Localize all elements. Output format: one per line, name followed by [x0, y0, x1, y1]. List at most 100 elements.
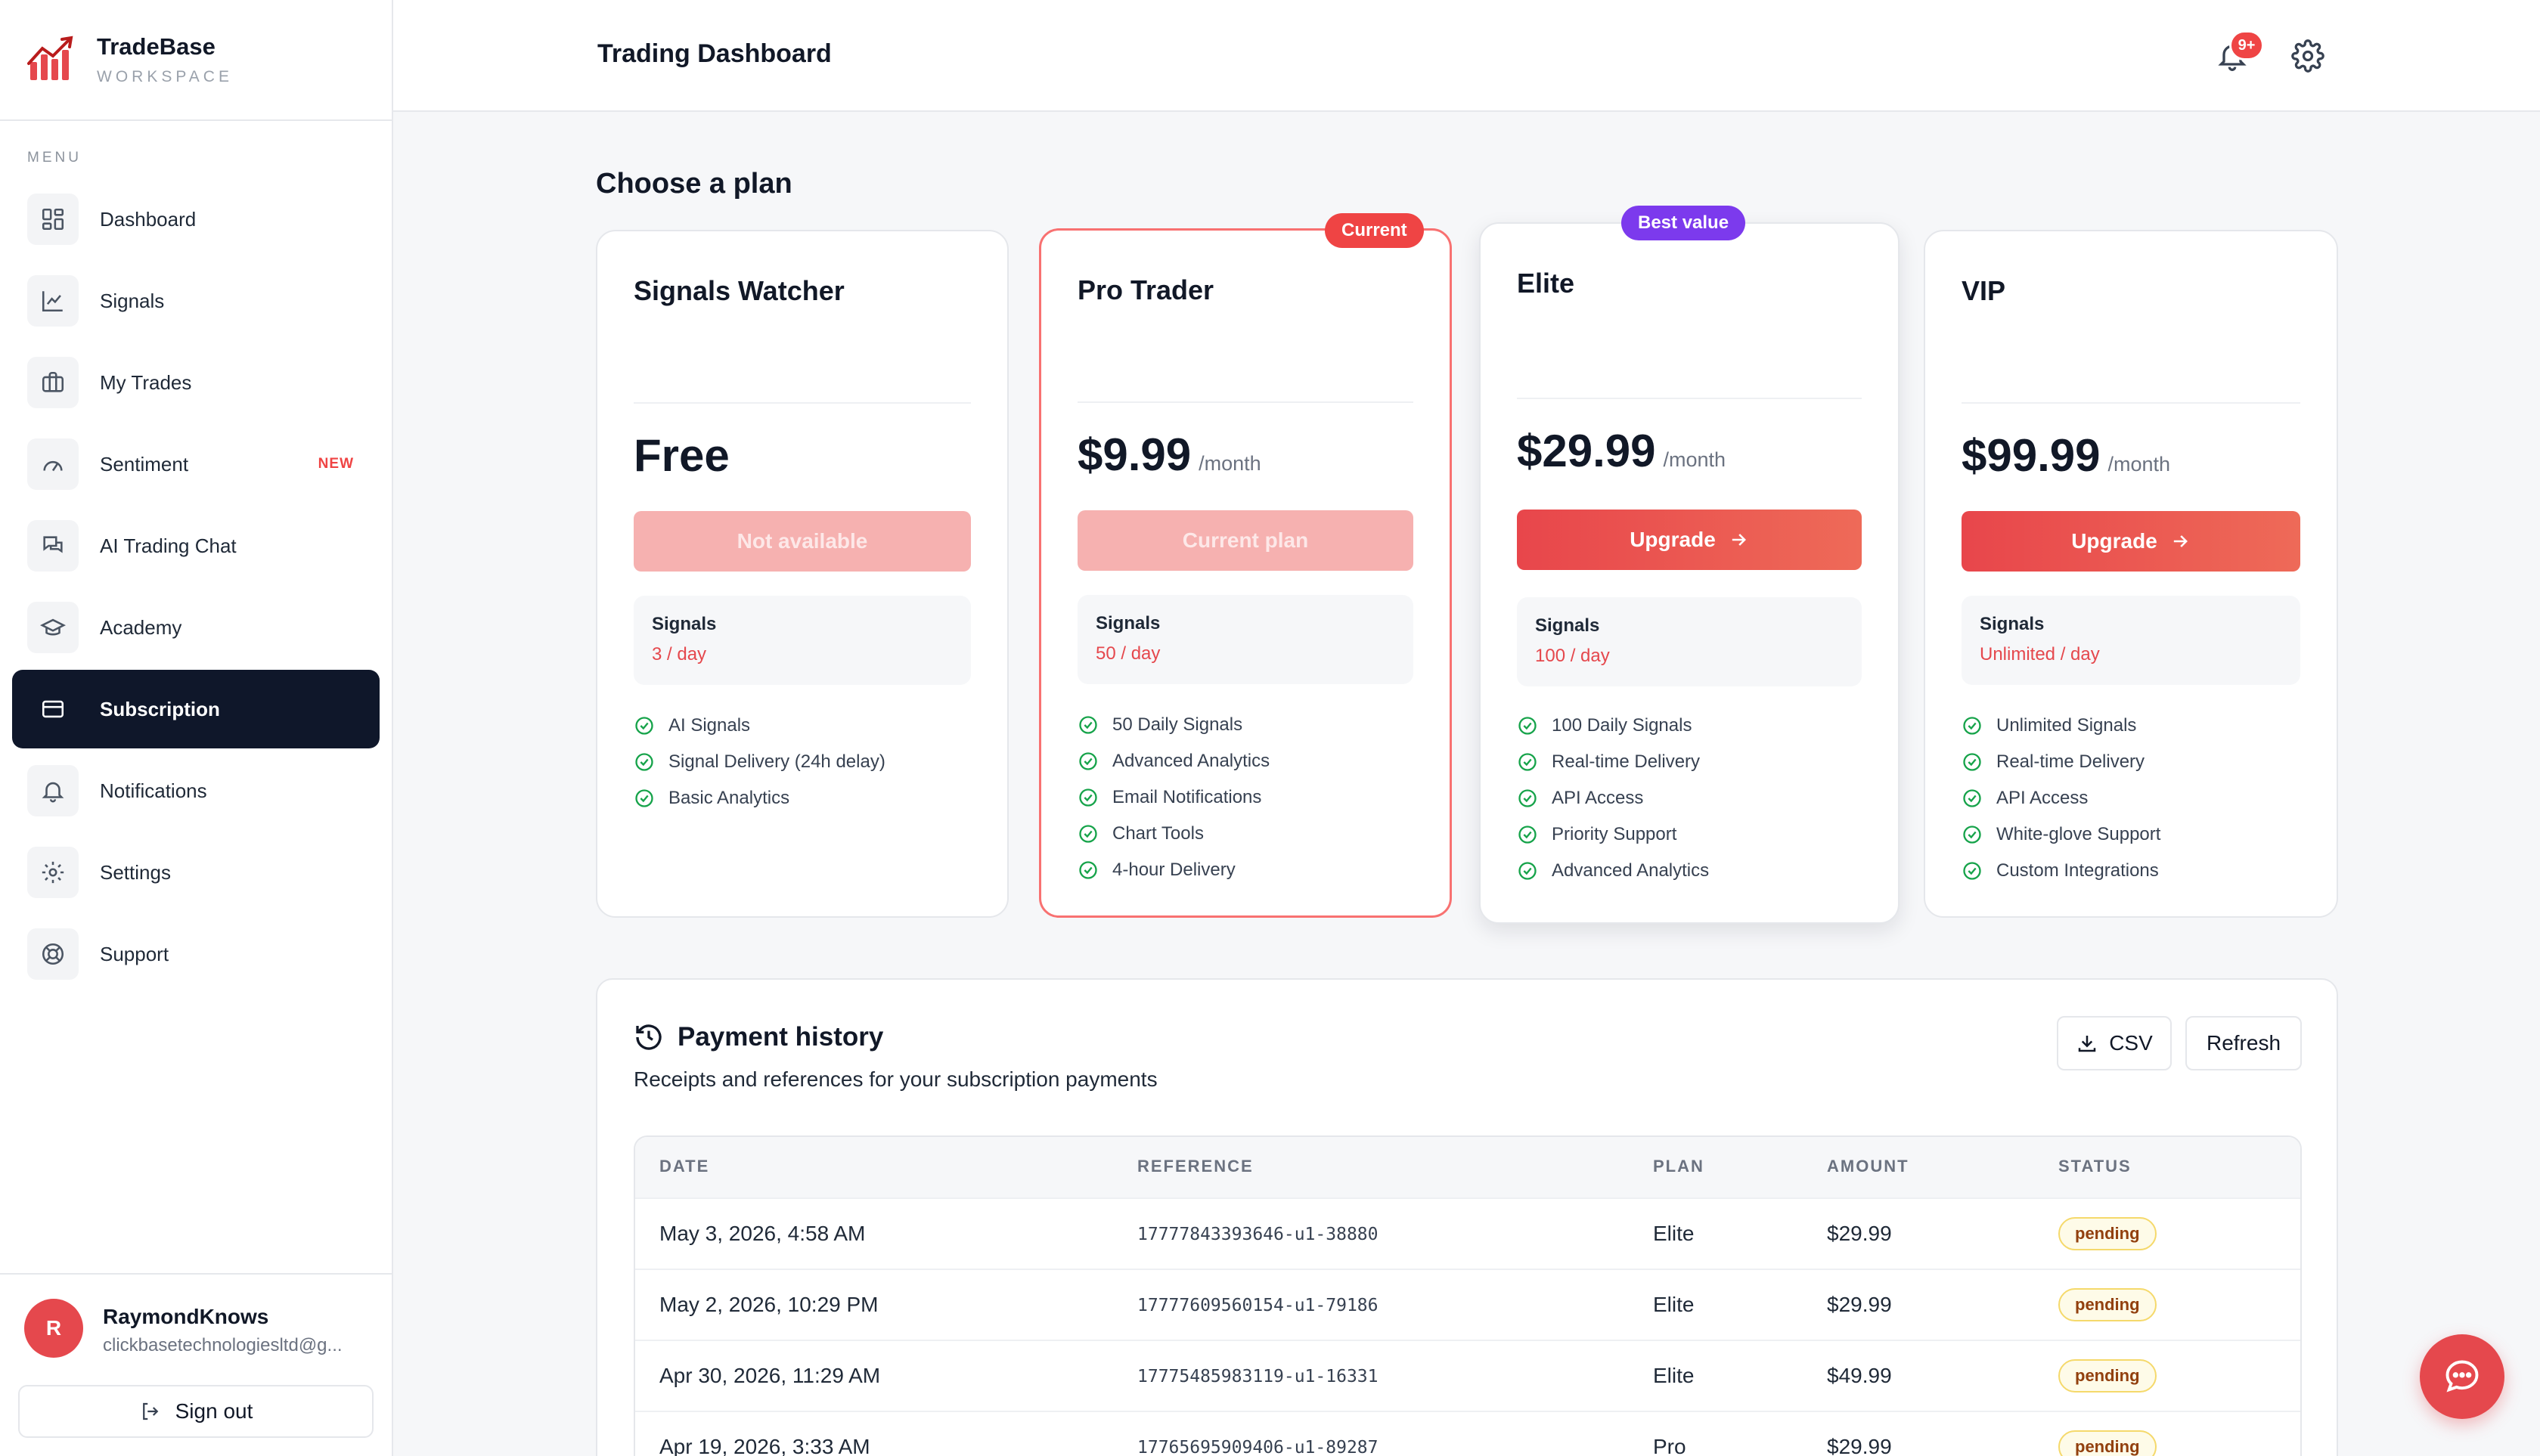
menu-label: MENU: [27, 150, 82, 166]
upgrade-elite-button[interactable]: Upgrade: [1517, 510, 1862, 570]
cell-amount: $29.99: [1827, 1222, 1892, 1245]
feature-item: 4-hour Delivery: [1078, 852, 1270, 888]
plan-price-period: /month: [2107, 453, 2171, 476]
user-email: clickbasetechnologiesltd@g...: [103, 1335, 343, 1355]
arrow-right-icon: [2173, 535, 2188, 547]
plan-name: Elite: [1517, 268, 1575, 299]
plan-price: $29.99 /month: [1517, 425, 1726, 477]
sidebar-item-ai-trading-chat[interactable]: AI Trading Chat: [12, 507, 380, 585]
user-panel: R RaymondKnows clickbasetechnologiesltd@…: [0, 1273, 392, 1456]
lifebuoy-icon: [27, 928, 79, 980]
column-header-plan: PLAN: [1653, 1157, 1704, 1176]
new-badge: NEW: [318, 456, 354, 472]
cell-reference: 17775485983119-u1-16331: [1137, 1367, 1379, 1386]
plan-name: VIP: [1962, 275, 2006, 306]
sidebar-item-settings[interactable]: Settings: [12, 833, 380, 912]
feature-label: Advanced Analytics: [1552, 860, 1710, 881]
check-circle-icon: [1963, 862, 1981, 880]
feature-label: Unlimited Signals: [1996, 715, 2137, 736]
brand-subtitle: WORKSPACE: [97, 68, 233, 85]
table-row[interactable]: May 2, 2026, 10:29 PM 17777609560154-u1-…: [635, 1269, 2300, 1340]
sidebar-item-subscription[interactable]: Subscription: [12, 670, 380, 748]
cell-date: Apr 30, 2026, 11:29 AM: [659, 1364, 881, 1387]
signals-label: Signals: [1535, 615, 1600, 636]
cell-date: May 3, 2026, 4:58 AM: [659, 1222, 866, 1245]
table-row[interactable]: Apr 19, 2026, 3:33 AM 17765695909406-u1-…: [635, 1411, 2300, 1456]
plan-price-period: /month: [1663, 448, 1726, 471]
check-circle-icon: [635, 717, 653, 735]
feature-item: API Access: [1962, 780, 2160, 816]
table-row[interactable]: May 3, 2026, 4:58 AM 17777843393646-u1-3…: [635, 1197, 2300, 1269]
refresh-button[interactable]: Refresh: [2185, 1016, 2302, 1070]
arrow-right-icon: [1732, 534, 1746, 546]
brand[interactable]: TradeBase WORKSPACE: [0, 0, 392, 121]
plan-divider: [1962, 402, 2300, 404]
check-circle-icon: [1079, 788, 1097, 807]
chat-support-button[interactable]: [2420, 1334, 2504, 1419]
header-settings-gear-icon[interactable]: [2291, 39, 2324, 73]
check-circle-icon: [1963, 789, 1981, 807]
check-circle-icon: [1079, 825, 1097, 843]
user-name: RaymondKnows: [103, 1305, 269, 1328]
cell-plan: Elite: [1653, 1364, 1695, 1387]
sidebar-item-label: Signals: [100, 289, 165, 312]
chat-bubbles-icon: [27, 520, 79, 572]
sidebar-item-notifications[interactable]: Notifications: [12, 751, 380, 830]
sidebar-item-sentiment[interactable]: Sentiment NEW: [12, 425, 380, 503]
notification-count-badge: 9+: [2229, 30, 2264, 60]
feature-label: API Access: [1552, 788, 1644, 808]
feature-label: Email Notifications: [1112, 787, 1262, 807]
plan-card-vip: VIP $99.99 /month Upgrade Signals Unlimi…: [1924, 230, 2338, 918]
signals-box: Signals Unlimited / day: [1962, 596, 2300, 685]
column-header-reference: REFERENCE: [1137, 1157, 1254, 1176]
sidebar-item-support[interactable]: Support: [12, 915, 380, 993]
csv-export-button[interactable]: CSV: [2057, 1016, 2172, 1070]
sidebar-item-academy[interactable]: Academy: [12, 588, 380, 667]
plan-price-amount: $99.99: [1962, 430, 2101, 481]
feature-item: Advanced Analytics: [1078, 743, 1270, 779]
feature-item: Chart Tools: [1078, 816, 1270, 852]
avatar[interactable]: R: [24, 1299, 83, 1358]
plan-price: $9.99 /month: [1078, 429, 1261, 481]
feature-item: AI Signals: [634, 708, 885, 744]
history-icon: [636, 1024, 662, 1050]
cell-plan: Elite: [1653, 1293, 1695, 1316]
check-circle-icon: [1963, 826, 1981, 844]
plan-price-amount: $9.99: [1078, 429, 1192, 480]
not-available-button[interactable]: Not available: [634, 511, 971, 572]
feature-label: Advanced Analytics: [1112, 751, 1270, 771]
sidebar-item-label: Sentiment: [100, 452, 189, 476]
signals-value: 50 / day: [1096, 643, 1161, 664]
sidebar-item-my-trades[interactable]: My Trades: [12, 343, 380, 422]
best-value-tag: Best value: [1621, 206, 1746, 240]
feature-label: Real-time Delivery: [1996, 751, 2145, 772]
signals-box: Signals 100 / day: [1517, 597, 1862, 686]
upgrade-vip-button[interactable]: Upgrade: [1962, 511, 2300, 572]
upgrade-label: Upgrade: [2071, 529, 2157, 553]
upgrade-label: Upgrade: [1630, 528, 1716, 551]
feature-item: Real-time Delivery: [1517, 744, 1709, 780]
feature-label: Real-time Delivery: [1552, 751, 1701, 772]
sign-out-label: Sign out: [175, 1399, 253, 1423]
signals-label: Signals: [652, 614, 717, 634]
status-badge: pending: [2058, 1359, 2157, 1392]
check-circle-icon: [1079, 752, 1097, 770]
feature-label: 100 Daily Signals: [1552, 715, 1692, 736]
sign-out-button[interactable]: Sign out: [18, 1385, 374, 1438]
column-header-date: DATE: [659, 1157, 710, 1176]
feature-list: 100 Daily Signals Real-time Delivery API…: [1517, 708, 1709, 889]
sidebar-item-signals[interactable]: Signals: [12, 262, 380, 340]
table-row[interactable]: Apr 30, 2026, 11:29 AM 17775485983119-u1…: [635, 1340, 2300, 1411]
cell-date: Apr 19, 2026, 3:33 AM: [659, 1435, 870, 1456]
plan-card-signals-watcher: Signals Watcher Free Not available Signa…: [596, 230, 1009, 918]
plan-price: Free: [634, 429, 730, 482]
current-plan-button[interactable]: Current plan: [1078, 510, 1413, 571]
credit-card-icon: [27, 683, 79, 735]
signals-box: Signals 50 / day: [1078, 595, 1413, 684]
brand-name: TradeBase: [97, 33, 216, 60]
sidebar-item-label: My Trades: [100, 370, 192, 394]
plan-card-pro-trader: Pro Trader $9.99 /month Current plan Sig…: [1039, 228, 1452, 918]
feature-item: 100 Daily Signals: [1517, 708, 1709, 744]
sidebar-item-dashboard[interactable]: Dashboard: [12, 180, 380, 259]
choose-plan-title: Choose a plan: [596, 168, 792, 200]
